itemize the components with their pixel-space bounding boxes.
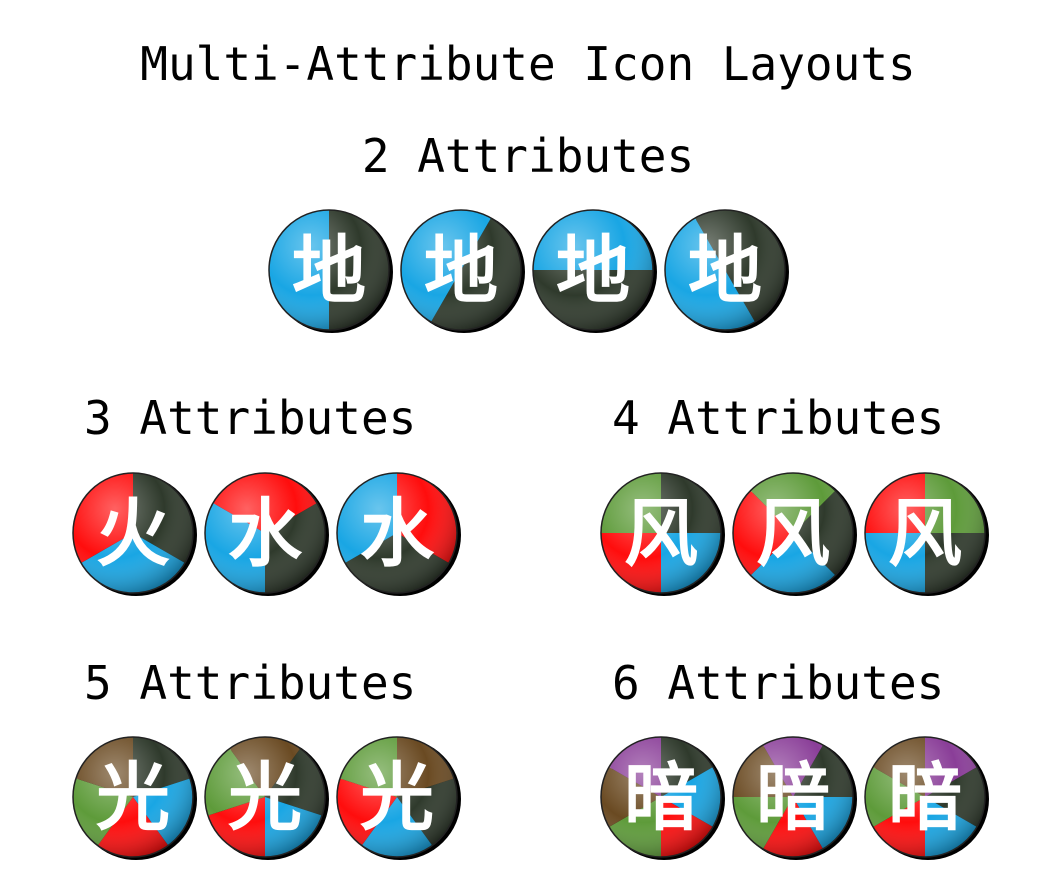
section-title-4-attributes: 4 Attributes bbox=[612, 391, 945, 445]
attribute-icon-3-2: 水 bbox=[201, 469, 329, 597]
page-title: Multi-Attribute Icon Layouts bbox=[140, 37, 916, 91]
attribute-icon-2-3: 地 bbox=[529, 206, 657, 334]
pie-icon-svg: 光 bbox=[72, 736, 197, 860]
attribute-icon-4-1: 风 bbox=[597, 469, 725, 597]
pie-icon-svg: 风 bbox=[864, 472, 989, 596]
attribute-glyph: 光 bbox=[228, 755, 302, 841]
attribute-glyph: 暗 bbox=[756, 755, 830, 841]
attribute-icon-2-1: 地 bbox=[265, 206, 393, 334]
attribute-glyph: 火 bbox=[96, 491, 170, 577]
attribute-icon-2-4: 地 bbox=[661, 206, 789, 334]
attribute-icon-6-2: 暗 bbox=[729, 733, 857, 861]
attribute-glyph: 光 bbox=[96, 755, 170, 841]
pie-icon-svg: 风 bbox=[600, 472, 725, 596]
attribute-glyph: 地 bbox=[688, 228, 762, 314]
pie-icon-svg: 光 bbox=[336, 736, 461, 860]
attribute-glyph: 暗 bbox=[624, 755, 698, 841]
attribute-glyph: 风 bbox=[888, 491, 962, 577]
attribute-glyph: 光 bbox=[360, 755, 434, 841]
attribute-glyph: 风 bbox=[756, 491, 830, 577]
pie-icon-svg: 暗 bbox=[600, 736, 725, 860]
section-title-2-attributes: 2 Attributes bbox=[361, 129, 695, 183]
attribute-glyph: 地 bbox=[556, 228, 630, 314]
attribute-icon-4-3: 风 bbox=[861, 469, 989, 597]
pie-icon-svg: 水 bbox=[336, 472, 461, 596]
section-title-5-attributes: 5 Attributes bbox=[84, 656, 417, 710]
pie-icon-svg: 地 bbox=[400, 209, 525, 333]
pie-icon-svg: 火 bbox=[72, 472, 197, 596]
attribute-icon-5-2: 光 bbox=[201, 733, 329, 861]
pie-icon-svg: 水 bbox=[204, 472, 329, 596]
attribute-glyph: 暗 bbox=[888, 755, 962, 841]
pie-icon-svg: 暗 bbox=[732, 736, 857, 860]
attribute-glyph: 水 bbox=[360, 491, 435, 577]
section-title-3-attributes: 3 Attributes bbox=[84, 391, 417, 445]
section-title-6-attributes: 6 Attributes bbox=[612, 656, 945, 710]
attribute-icon-6-1: 暗 bbox=[597, 733, 725, 861]
attribute-glyph: 地 bbox=[424, 228, 498, 314]
pie-icon-svg: 地 bbox=[664, 209, 789, 333]
attribute-icon-3-3: 水 bbox=[333, 469, 461, 597]
attribute-icon-5-3: 光 bbox=[333, 733, 461, 861]
attribute-icon-4-2: 风 bbox=[729, 469, 857, 597]
attribute-glyph: 水 bbox=[228, 491, 303, 577]
pie-icon-svg: 地 bbox=[532, 209, 657, 333]
attribute-glyph: 风 bbox=[624, 491, 698, 577]
pie-icon-svg: 光 bbox=[204, 736, 329, 860]
pie-icon-svg: 暗 bbox=[864, 736, 989, 860]
attribute-icon-5-1: 光 bbox=[69, 733, 197, 861]
attribute-glyph: 地 bbox=[292, 228, 366, 314]
attribute-icon-3-1: 火 bbox=[69, 469, 197, 597]
pie-icon-svg: 风 bbox=[732, 472, 857, 596]
attribute-icon-6-3: 暗 bbox=[861, 733, 989, 861]
pie-icon-svg: 地 bbox=[268, 209, 393, 333]
attribute-icon-2-2: 地 bbox=[397, 206, 525, 334]
